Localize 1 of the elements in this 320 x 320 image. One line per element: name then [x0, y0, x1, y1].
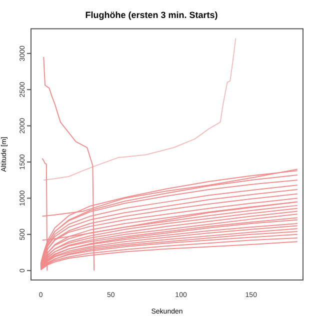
- chart-title: Flughöhe (ersten 3 min. Starts): [85, 10, 218, 20]
